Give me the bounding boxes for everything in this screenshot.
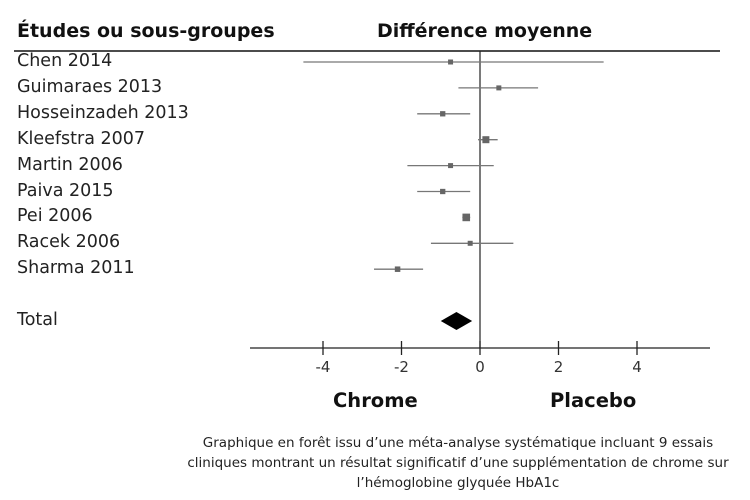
point-estimate-marker xyxy=(448,163,454,169)
x-tick-label: 2 xyxy=(554,358,564,376)
point-estimate-marker xyxy=(394,266,401,272)
study-label: Paiva 2015 xyxy=(17,180,114,201)
point-estimate-marker xyxy=(496,85,502,91)
studies-column-header: Études ou sous-groupes xyxy=(17,20,275,42)
point-estimate-marker xyxy=(440,188,446,195)
x-tick-label: 0 xyxy=(475,358,485,376)
study-label: Sharma 2011 xyxy=(17,258,135,279)
study-label: Hosseinzadeh 2013 xyxy=(17,102,189,123)
x-tick-label: -4 xyxy=(316,358,331,376)
total-label: Total xyxy=(17,310,58,330)
total-diamond xyxy=(440,312,473,330)
point-estimate-marker xyxy=(482,136,490,144)
point-estimate-marker xyxy=(462,213,471,222)
effect-column-header: Différence moyenne xyxy=(377,20,593,42)
study-label: Guimaraes 2013 xyxy=(17,76,163,97)
study-label: Racek 2006 xyxy=(17,232,121,253)
x-tick-label: 4 xyxy=(632,358,642,376)
study-label: Chen 2014 xyxy=(17,51,113,71)
point-estimate-marker xyxy=(448,59,454,65)
point-estimate-marker xyxy=(440,111,446,117)
study-label: Martin 2006 xyxy=(17,154,123,175)
study-label: Kleefstra 2007 xyxy=(17,128,146,149)
figure-caption: Graphique en forêt issu d’une méta-analy… xyxy=(187,435,729,491)
chrome-side-label: Chrome xyxy=(333,389,418,412)
placebo-side-label: Placebo xyxy=(550,389,637,412)
point-estimate-marker xyxy=(467,240,473,246)
study-label: Pei 2006 xyxy=(17,206,93,227)
x-tick-label: -2 xyxy=(394,358,409,376)
